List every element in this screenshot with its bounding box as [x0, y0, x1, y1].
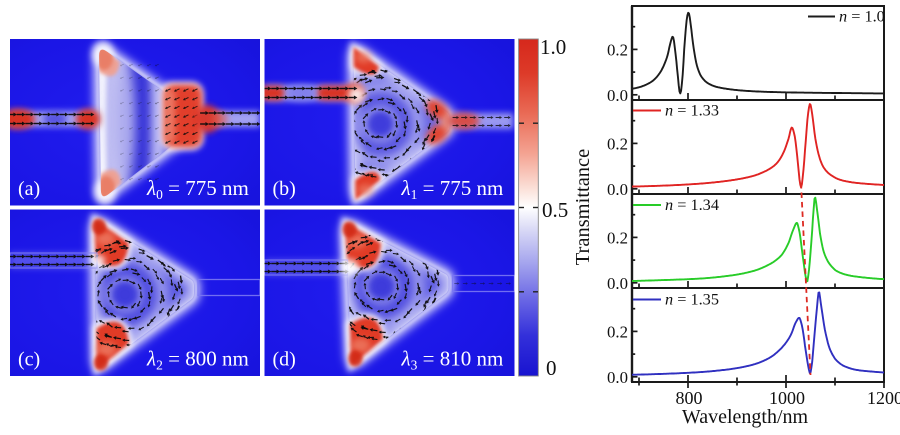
svg-text:0.0: 0.0 — [607, 86, 628, 105]
svg-text:λ1 = 775 nm: λ1 = 775 nm — [401, 176, 504, 202]
svg-text:0.5: 0.5 — [542, 198, 568, 222]
svg-text:n = 1.33: n = 1.33 — [665, 101, 719, 120]
svg-text:λ3 = 810 nm: λ3 = 810 nm — [401, 347, 504, 373]
svg-text:Transmittance: Transmittance — [572, 149, 594, 266]
svg-text:n = 1.0: n = 1.0 — [839, 7, 885, 26]
svg-text:λ0 = 775 nm: λ0 = 775 nm — [146, 176, 249, 202]
svg-text:0.0: 0.0 — [607, 180, 628, 199]
svg-text:0.2: 0.2 — [607, 322, 628, 341]
svg-text:1.0: 1.0 — [540, 35, 566, 59]
svg-text:0.2: 0.2 — [607, 228, 628, 247]
svg-text:(b): (b) — [273, 178, 296, 200]
svg-text:0: 0 — [546, 356, 557, 380]
svg-text:n = 1.34: n = 1.34 — [665, 195, 719, 214]
svg-text:Wavelength/nm: Wavelength/nm — [682, 406, 809, 428]
svg-text:n = 1.35: n = 1.35 — [665, 290, 719, 309]
svg-text:λ2 = 800 nm: λ2 = 800 nm — [146, 347, 249, 373]
svg-text:(a): (a) — [18, 178, 40, 200]
svg-text:0.0: 0.0 — [607, 274, 628, 293]
svg-text:(c): (c) — [18, 349, 40, 371]
svg-text:(d): (d) — [273, 349, 296, 371]
svg-text:1200: 1200 — [867, 388, 900, 408]
svg-text:1000: 1000 — [769, 388, 805, 408]
svg-text:0.2: 0.2 — [607, 134, 628, 153]
svg-text:0.2: 0.2 — [607, 40, 628, 59]
svg-text:800: 800 — [676, 388, 703, 408]
svg-text:0.0: 0.0 — [607, 368, 628, 387]
